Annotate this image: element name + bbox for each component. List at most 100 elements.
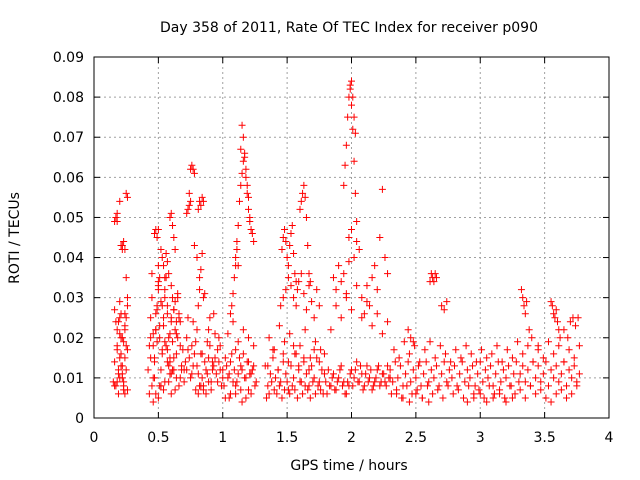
- data-point: [363, 298, 371, 306]
- data-point: [297, 270, 305, 278]
- data-point: [445, 366, 453, 374]
- data-point: [341, 390, 349, 398]
- x-tick-labels: 0 0.5 1 1.5 2 2.5 3 3.5 4: [90, 430, 614, 446]
- data-point: [188, 370, 196, 378]
- data-point: [123, 193, 131, 201]
- data-point: [194, 205, 202, 213]
- data-point: [331, 386, 339, 394]
- data-point: [151, 374, 159, 382]
- data-point: [515, 378, 523, 386]
- data-point: [463, 366, 471, 374]
- data-point: [563, 394, 571, 402]
- data-point: [166, 370, 174, 378]
- data-point: [190, 169, 198, 177]
- data-point: [315, 378, 323, 386]
- data-point: [116, 374, 124, 382]
- data-point: [357, 362, 365, 370]
- data-point: [560, 358, 568, 366]
- data-point: [147, 354, 155, 362]
- data-point: [286, 330, 294, 338]
- data-point: [161, 294, 169, 302]
- data-point: [116, 314, 124, 322]
- data-point: [544, 338, 552, 346]
- data-point: [250, 362, 258, 370]
- data-point: [199, 197, 207, 205]
- data-point: [234, 370, 242, 378]
- y-tick-label: 0: [75, 411, 84, 427]
- data-point: [502, 398, 510, 406]
- data-point: [221, 354, 229, 362]
- data-point: [463, 398, 471, 406]
- data-point: [390, 346, 398, 354]
- y-tick-label: 0.03: [53, 291, 84, 307]
- data-point: [393, 390, 401, 398]
- data-point: [275, 322, 283, 330]
- data-point: [206, 314, 214, 322]
- data-point: [478, 346, 486, 354]
- data-point: [247, 225, 255, 233]
- data-point: [302, 370, 310, 378]
- data-point: [234, 338, 242, 346]
- data-point: [493, 342, 501, 350]
- data-point: [342, 141, 350, 149]
- data-point: [270, 386, 278, 394]
- data-point: [295, 362, 303, 370]
- data-point: [198, 350, 206, 358]
- data-point: [350, 157, 358, 165]
- data-point: [565, 346, 573, 354]
- data-point: [149, 398, 157, 406]
- data-point: [439, 394, 447, 402]
- data-point: [221, 394, 229, 402]
- data-point: [230, 366, 238, 374]
- data-point: [148, 270, 156, 278]
- data-point: [225, 370, 233, 378]
- data-point: [539, 354, 547, 362]
- data-point: [296, 378, 304, 386]
- data-point: [233, 238, 241, 246]
- data-point: [514, 338, 522, 346]
- data-point: [205, 354, 213, 362]
- data-point: [264, 362, 272, 370]
- data-point: [229, 318, 237, 326]
- data-point: [233, 246, 241, 254]
- data-point: [560, 326, 568, 334]
- data-point: [348, 77, 355, 85]
- data-point: [484, 374, 492, 382]
- data-point: [315, 302, 323, 310]
- data-point: [210, 362, 218, 370]
- data-point: [198, 250, 206, 258]
- data-point: [156, 334, 164, 342]
- y-tick-label: 0.02: [53, 331, 84, 347]
- data-point: [170, 234, 178, 241]
- data-point: [237, 145, 245, 153]
- data-point: [205, 378, 213, 386]
- data-point: [332, 302, 340, 310]
- data-point: [189, 318, 197, 326]
- data-point: [335, 374, 343, 382]
- data-point: [452, 346, 460, 354]
- data-point: [462, 342, 470, 350]
- data-point: [391, 358, 399, 366]
- data-point: [573, 382, 581, 390]
- data-point: [304, 242, 312, 250]
- data-point: [234, 221, 242, 229]
- data-point: [165, 362, 173, 370]
- data-point: [211, 354, 219, 362]
- data-point: [283, 254, 291, 262]
- data-point: [525, 326, 533, 334]
- data-point: [366, 302, 374, 310]
- data-point: [311, 390, 319, 398]
- data-point: [400, 338, 408, 346]
- data-point: [371, 262, 379, 270]
- data-point: [425, 378, 433, 386]
- data-point: [310, 374, 318, 382]
- data-point: [273, 390, 281, 398]
- data-point: [224, 330, 232, 338]
- data-point: [496, 390, 504, 398]
- data-point: [470, 394, 478, 402]
- data-point: [292, 302, 300, 310]
- data-point: [272, 374, 280, 382]
- data-point: [201, 358, 209, 366]
- data-point: [430, 374, 438, 382]
- data-point: [318, 366, 326, 374]
